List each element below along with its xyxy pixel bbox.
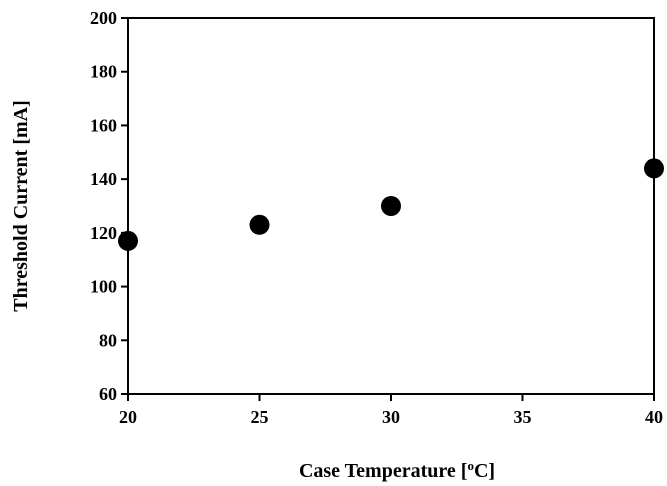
y-tick-label: 160: [90, 115, 117, 135]
x-axis-title-tail: C]: [474, 460, 495, 482]
y-axis-title: Threshold Current [mA]: [10, 100, 32, 311]
y-tick-label: 180: [90, 62, 117, 82]
x-tick-label: 30: [382, 407, 400, 427]
y-axis-ticks: 60 80 100 120 140 160 180 200: [90, 8, 128, 404]
x-axis-title: Case Temperature [oC]: [299, 458, 495, 482]
x-axis-title-superscript: o: [467, 458, 474, 473]
data-point: [644, 158, 664, 179]
data-point: [118, 230, 138, 251]
x-tick-label: 40: [645, 407, 663, 427]
y-tick-label: 120: [90, 223, 117, 243]
x-axis-title-main: Case Temperature [: [299, 460, 468, 482]
y-tick-label: 60: [99, 384, 117, 404]
x-tick-label: 20: [119, 407, 137, 427]
x-tick-label: 35: [514, 407, 532, 427]
data-points: [118, 158, 664, 251]
x-axis-ticks: 20 25 30 35 40: [119, 394, 663, 427]
data-point: [381, 196, 401, 216]
data-point: [249, 214, 270, 235]
y-tick-label: 140: [90, 169, 117, 189]
y-tick-label: 80: [99, 330, 117, 350]
y-tick-label: 200: [90, 8, 117, 28]
x-tick-label: 25: [251, 407, 269, 427]
y-tick-label: 100: [90, 277, 117, 297]
